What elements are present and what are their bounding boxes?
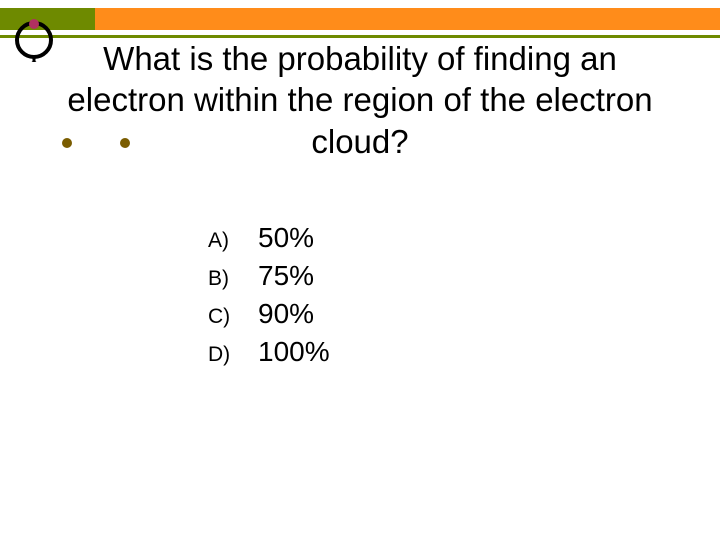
option-text: 90%	[258, 298, 314, 330]
option-b: B) 75%	[208, 260, 330, 292]
header-accent-right	[95, 8, 720, 30]
bullet-icon	[120, 138, 130, 148]
option-text: 100%	[258, 336, 330, 368]
options-list: A) 50% B) 75% C) 90% D) 100%	[208, 222, 330, 374]
option-a: A) 50%	[208, 222, 330, 254]
option-label: A)	[208, 229, 258, 253]
option-label: B)	[208, 267, 258, 291]
question-text: What is the probability of finding an el…	[40, 38, 680, 162]
header-bar	[0, 8, 720, 30]
option-text: 50%	[258, 222, 314, 254]
bullet-icon	[62, 138, 72, 148]
option-c: C) 90%	[208, 298, 330, 330]
option-d: D) 100%	[208, 336, 330, 368]
option-label: C)	[208, 305, 258, 329]
option-label: D)	[208, 343, 258, 367]
option-text: 75%	[258, 260, 314, 292]
